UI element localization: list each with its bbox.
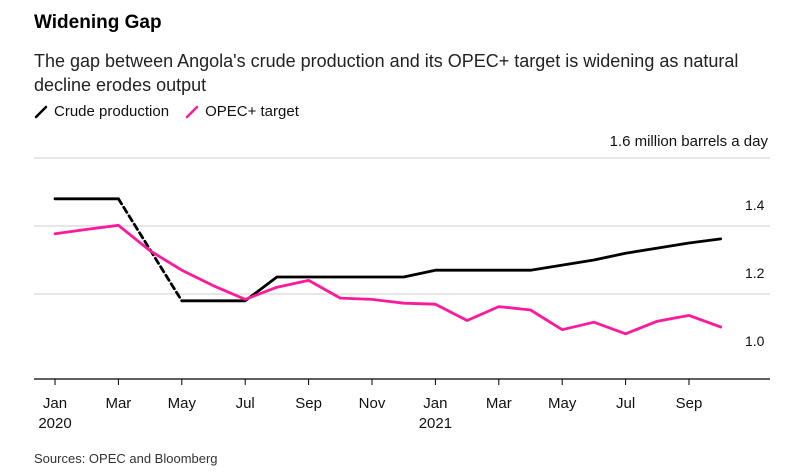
legend-label-crude-production: Crude production	[54, 103, 170, 120]
y-tick-label: 1.2	[745, 265, 765, 281]
x-tick-label: May	[168, 395, 197, 412]
chart-title: Widening Gap	[34, 12, 162, 33]
x-tick-label: Mar	[486, 395, 512, 412]
x-tick-label: Sep	[676, 395, 703, 412]
x-tick-label: Sep	[295, 395, 322, 412]
x-tick-label: May	[548, 395, 577, 412]
series-line-opec-target	[53, 223, 723, 336]
legend-item-opec-target: OPEC+ target	[185, 103, 299, 120]
series-line-crude-production-solid-end	[180, 237, 723, 303]
legend-swatch-opec-target	[185, 105, 199, 118]
x-tick-label: Jan	[423, 395, 447, 412]
legend: Crude production OPEC+ target	[34, 103, 315, 120]
x-tick-year-label: 2021	[419, 415, 452, 432]
chart-subtitle: The gap between Angola's crude productio…	[34, 51, 739, 95]
legend-item-crude-production: Crude production	[34, 103, 169, 120]
x-tick-label: Nov	[359, 395, 386, 412]
x-tick-label: Jul	[616, 395, 635, 412]
legend-label-opec-target: OPEC+ target	[205, 103, 299, 120]
x-tick-year-label: 2020	[38, 415, 71, 432]
legend-swatch-crude-production	[34, 105, 48, 118]
x-tick-label: Jul	[236, 395, 255, 412]
x-tick-label: Mar	[105, 395, 131, 412]
x-tick-label: Jan	[43, 395, 67, 412]
y-tick-label: 1.4	[745, 197, 765, 213]
source-note: Sources: OPEC and Bloomberg	[34, 451, 218, 466]
y-tick-label: 1.0	[745, 333, 765, 349]
y-axis-unit-label: 1.6 million barrels a day	[609, 133, 768, 150]
